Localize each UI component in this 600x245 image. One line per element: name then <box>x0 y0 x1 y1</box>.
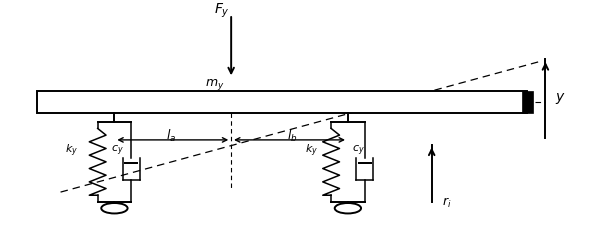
Text: $y$: $y$ <box>555 91 566 106</box>
Bar <box>37 91 527 113</box>
Text: $F_{\mathit{y}}$: $F_{\mathit{y}}$ <box>214 1 230 20</box>
Text: $\theta$: $\theta$ <box>280 100 290 114</box>
Text: $J_{y}$: $J_{y}$ <box>72 93 85 110</box>
Text: $c_{y}$: $c_{y}$ <box>352 143 365 158</box>
Text: $l_{a}$: $l_{a}$ <box>166 128 176 144</box>
Text: $k_{y}$: $k_{y}$ <box>65 142 78 159</box>
Text: $c_{y}$: $c_{y}$ <box>111 143 124 158</box>
Text: $k_{y}$: $k_{y}$ <box>305 142 319 159</box>
Text: $m_{y}$: $m_{y}$ <box>205 77 225 92</box>
Bar <box>522 91 533 113</box>
Text: $r_{i}$: $r_{i}$ <box>442 196 451 210</box>
Text: $l_{b}$: $l_{b}$ <box>287 128 298 144</box>
